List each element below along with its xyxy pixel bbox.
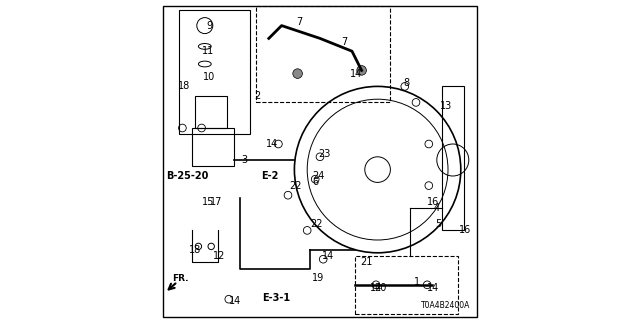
Text: 2: 2 xyxy=(254,91,260,101)
Text: 13: 13 xyxy=(440,100,452,111)
Text: 9: 9 xyxy=(206,20,212,31)
Text: E-3-1: E-3-1 xyxy=(262,292,291,303)
Text: 16: 16 xyxy=(460,225,472,236)
Text: 6: 6 xyxy=(312,177,318,188)
Text: 14: 14 xyxy=(370,283,382,293)
Text: B-25-20: B-25-20 xyxy=(166,171,209,181)
Text: 19: 19 xyxy=(312,273,324,284)
Bar xyxy=(192,128,234,166)
Text: FR.: FR. xyxy=(172,274,188,283)
Text: 21: 21 xyxy=(360,257,372,268)
Text: 14: 14 xyxy=(229,296,241,306)
Text: 14: 14 xyxy=(266,139,278,149)
Text: 24: 24 xyxy=(312,171,324,181)
Text: 7: 7 xyxy=(296,17,302,28)
Circle shape xyxy=(357,66,367,75)
Text: 18: 18 xyxy=(178,81,190,92)
Text: 14: 14 xyxy=(428,283,440,293)
Text: 22: 22 xyxy=(290,180,302,191)
Text: 17: 17 xyxy=(210,196,222,207)
Text: T0A4B2400A: T0A4B2400A xyxy=(421,301,470,310)
Text: 3: 3 xyxy=(242,155,248,165)
Text: 4: 4 xyxy=(434,203,440,213)
Text: E-2: E-2 xyxy=(261,171,278,181)
Text: 10: 10 xyxy=(204,72,216,82)
Text: 20: 20 xyxy=(374,283,387,293)
Text: 15: 15 xyxy=(202,196,214,207)
Text: 1: 1 xyxy=(415,276,420,287)
Text: 12: 12 xyxy=(212,251,225,261)
Text: 23: 23 xyxy=(319,148,331,159)
Text: 14: 14 xyxy=(351,68,363,79)
Bar xyxy=(195,96,227,128)
Circle shape xyxy=(292,69,303,78)
Text: 14: 14 xyxy=(322,251,334,261)
Bar xyxy=(179,10,250,134)
Text: 7: 7 xyxy=(340,36,347,47)
Text: 5: 5 xyxy=(435,219,442,229)
Text: 22: 22 xyxy=(310,219,323,229)
Text: 18: 18 xyxy=(189,244,201,255)
Bar xyxy=(442,86,464,230)
Text: 16: 16 xyxy=(428,196,440,207)
Text: 11: 11 xyxy=(202,46,214,56)
Text: 8: 8 xyxy=(403,78,410,88)
